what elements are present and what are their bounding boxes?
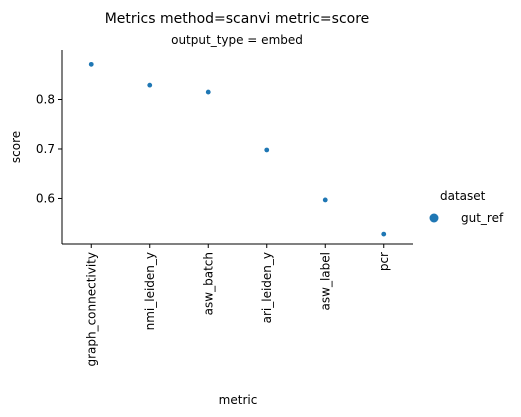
data-point: [147, 82, 153, 88]
y-tick-label: 0.6: [36, 191, 55, 205]
facet-subtitle: output_type = embed: [171, 33, 303, 47]
legend: dataset gut_ref: [429, 189, 504, 225]
data-point: [322, 197, 328, 203]
x-tick-label: asw_label: [318, 252, 332, 310]
data-point: [205, 89, 211, 95]
legend-marker: [429, 213, 439, 223]
plot-area: [61, 50, 413, 245]
x-tick-label: ari_leiden_y: [260, 252, 274, 323]
x-tick-label: graph_connectivity: [84, 252, 98, 367]
y-axis: 0.6 0.7 0.8: [36, 92, 62, 205]
data-point: [88, 61, 94, 67]
chart-title: Metrics method=scanvi metric=score: [105, 11, 370, 27]
y-tick-label: 0.7: [36, 142, 55, 156]
x-axis-label: metric: [219, 393, 258, 407]
y-axis-label: score: [9, 131, 23, 163]
x-axis: graph_connectivity nmi_leiden_y asw_batch a…: [84, 244, 391, 367]
x-tick-label: nmi_leiden_y: [143, 252, 157, 330]
y-tick-label: 0.8: [36, 92, 55, 106]
legend-title: dataset: [440, 189, 486, 203]
legend-label: gut_ref: [461, 211, 504, 225]
x-tick-label: asw_batch: [201, 252, 215, 315]
data-points: [88, 61, 387, 237]
data-point: [381, 231, 387, 237]
x-tick-label: pcr: [377, 252, 391, 271]
data-point: [264, 147, 270, 153]
